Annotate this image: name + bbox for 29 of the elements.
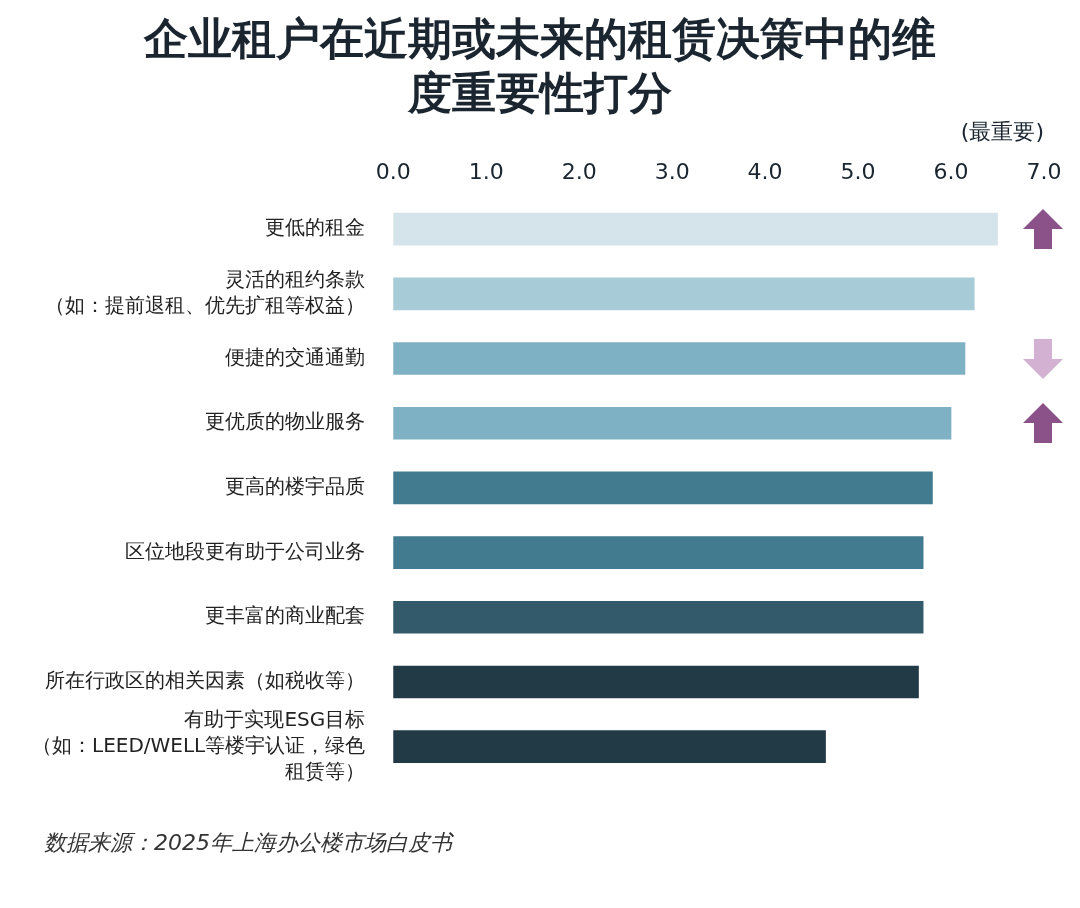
x-tick-label: 6.0 <box>933 159 969 185</box>
chart-title: 企业租户在近期或未来的租赁决策中的维度重要性打分 <box>142 12 937 120</box>
y-tick-label: 更丰富的商业配套 <box>205 603 366 628</box>
y-tick-label: 更高的楼宇品质 <box>225 474 366 499</box>
bar <box>393 730 826 763</box>
x-tick-label: 4.0 <box>747 159 783 185</box>
x-axis-title: (最重要) <box>960 118 1044 144</box>
x-tick-label: 5.0 <box>840 159 876 185</box>
y-tick-label: 所在行政区的相关因素（如税收等） <box>45 668 366 693</box>
x-tick-label: 7.0 <box>1026 159 1062 185</box>
x-tick-label: 1.0 <box>468 159 504 185</box>
x-tick-label: 0.0 <box>375 159 411 185</box>
y-tick-label: 有助于实现ESG目标（如：LEED/WELL等楼宇认证，绿色租赁等） <box>31 706 366 783</box>
x-tick-label: 3.0 <box>654 159 690 185</box>
bar <box>393 600 924 634</box>
bar <box>393 342 966 375</box>
bar <box>393 471 933 505</box>
bar <box>393 665 919 699</box>
bar <box>393 277 975 311</box>
source-note: 数据来源：2025年上海办公楼市场白皮书 <box>44 829 455 857</box>
y-tick-label: 灵活的租约条款（如：提前退租、优先扩租等权益） <box>45 267 366 318</box>
bar <box>393 406 952 440</box>
bar <box>393 536 924 569</box>
x-tick-label: 2.0 <box>561 159 597 185</box>
bar <box>393 212 998 246</box>
y-tick-label: 更优质的物业服务 <box>205 409 366 434</box>
y-tick-label: 区位地段更有助于公司业务 <box>125 538 366 563</box>
y-tick-label: 更低的租金 <box>265 215 366 240</box>
y-tick-label: 便捷的交通通勤 <box>225 344 366 369</box>
